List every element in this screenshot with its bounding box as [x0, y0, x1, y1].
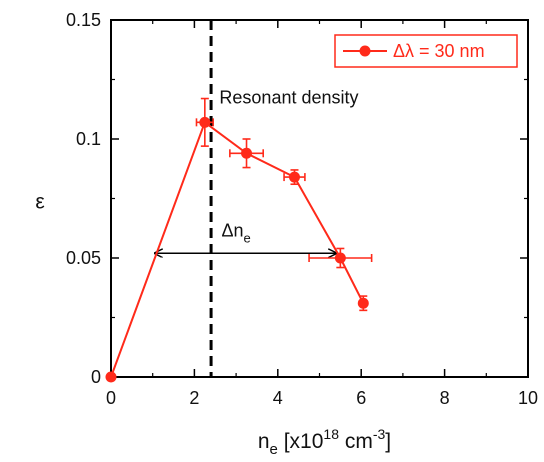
plot-frame [110, 19, 529, 378]
series-line [110, 120, 365, 378]
delta-ne-main: Δn [222, 221, 244, 241]
data-point [199, 116, 211, 128]
x-tick-label: 0 [106, 388, 116, 408]
x-tick-label: 8 [440, 388, 450, 408]
x-tick-label: 6 [356, 388, 366, 408]
x-title-rest2: cm [339, 430, 373, 453]
x-title-sup1: 18 [323, 426, 339, 442]
x-tick-label: 10 [518, 388, 538, 408]
x-axis: 0 2 4 6 8 10 [106, 20, 538, 408]
resonant-density-label: Resonant density [219, 87, 358, 107]
x-title-sub: e [270, 441, 278, 458]
y-axis-title: ε [35, 191, 44, 214]
y-tick-label: 0.1 [76, 129, 101, 149]
data-point [334, 252, 346, 264]
x-title-rest3: ] [385, 430, 391, 453]
legend-marker [359, 45, 371, 57]
delta-ne-sub: e [244, 231, 251, 246]
x-axis-title: ne [x1018 cm-3] [258, 426, 391, 458]
x-tick-label: 4 [273, 388, 283, 408]
y-tick-label: 0.05 [66, 248, 101, 268]
legend-label: Δλ = 30 nm [393, 41, 485, 61]
data-point [241, 147, 253, 159]
y-axis: 0 0.05 0.1 0.15 [66, 10, 528, 387]
delta-ne-label: Δne [222, 221, 251, 246]
x-title-main: n [258, 430, 270, 453]
data-point [357, 297, 369, 309]
data-point [105, 371, 117, 383]
legend: Δλ = 30 nm [334, 34, 518, 68]
y-tick-label: 0.15 [66, 10, 101, 30]
x-title-rest1: [x10 [278, 430, 324, 453]
x-title-sup2: -3 [373, 426, 386, 442]
x-tick-label: 2 [189, 388, 199, 408]
y-tick-label: 0 [91, 367, 101, 387]
data-point [288, 171, 300, 183]
series-group [105, 97, 373, 383]
